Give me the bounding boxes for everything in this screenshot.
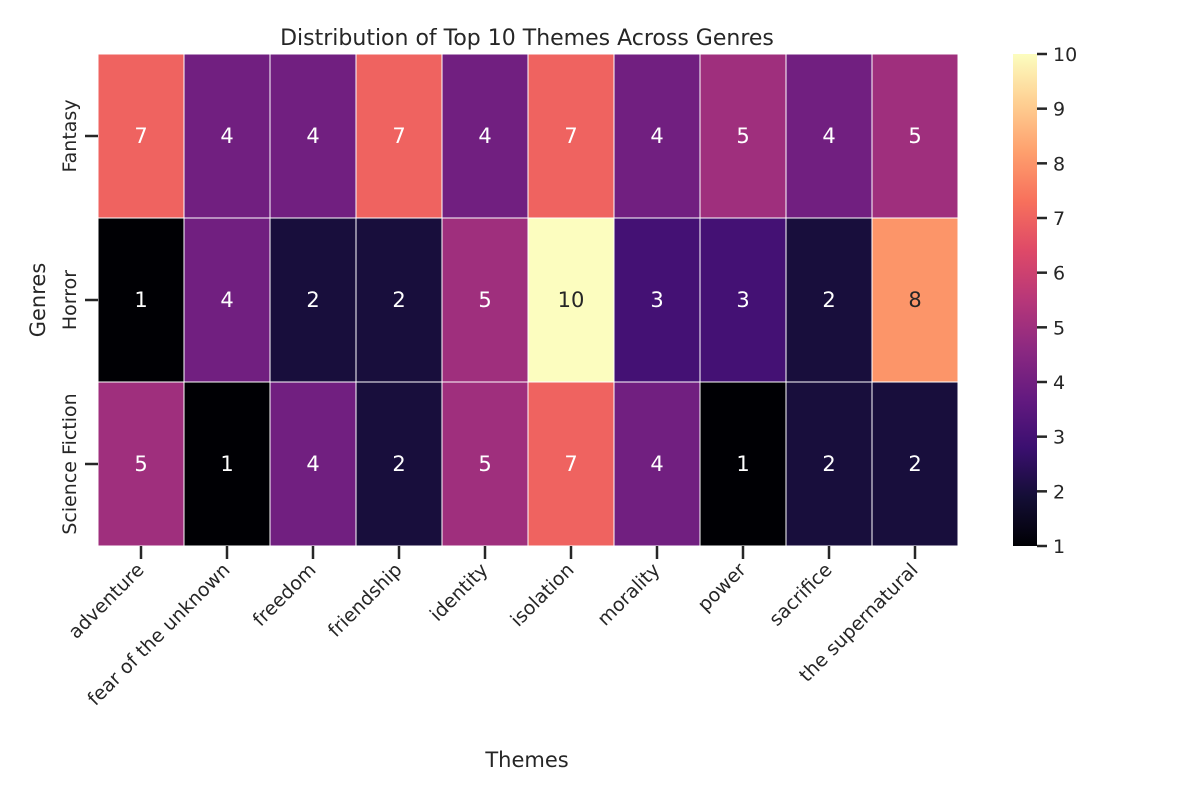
colorbar-tick-label: 7 [1053, 208, 1065, 230]
heatmap-cell [785, 381, 873, 547]
cell-value-label: 10 [558, 288, 585, 312]
heatmap-cell [269, 217, 357, 383]
chart-title: Distribution of Top 10 Themes Across Gen… [280, 26, 774, 51]
colorbar: 1 2 3 4 5 6 7 8 9 10 [1013, 44, 1077, 558]
colorbar-tick-label: 5 [1053, 317, 1065, 339]
heatmap-cell [613, 381, 701, 547]
heatmap-cell [699, 217, 787, 383]
colorbar-tick-label: 3 [1053, 427, 1065, 449]
cell-value-label: 7 [564, 452, 577, 476]
heatmap-cell [269, 53, 357, 219]
colorbar-tick-label: 9 [1053, 99, 1065, 121]
x-tick-label: morality [593, 559, 664, 630]
cell-value-label: 3 [650, 288, 663, 312]
cell-value-label: 3 [736, 288, 749, 312]
cell-value-label: 2 [392, 288, 405, 312]
heatmap-cell [441, 381, 529, 547]
colorbar-tick-label: 1 [1053, 536, 1065, 558]
cell-value-label: 2 [908, 452, 921, 476]
cell-value-label: 1 [220, 452, 233, 476]
cell-value-label: 4 [220, 124, 233, 148]
cell-value-label: 2 [822, 288, 835, 312]
heatmap-cell [183, 53, 271, 219]
cell-value-label: 5 [478, 452, 491, 476]
heatmap-cell [355, 217, 443, 383]
cell-value-label: 1 [736, 452, 749, 476]
cell-value-label: 2 [392, 452, 405, 476]
cell-value-label: 4 [306, 452, 319, 476]
colorbar-tick-label: 2 [1053, 481, 1065, 503]
heatmap-cell [871, 53, 959, 219]
heatmap-cell [871, 381, 959, 547]
x-tick-label: adventure [64, 559, 148, 643]
y-tick-label: Fantasy [59, 99, 81, 172]
cell-value-label: 5 [736, 124, 749, 148]
heatmap-cell [183, 217, 271, 383]
cell-value-label: 1 [134, 288, 147, 312]
x-tick-label: power [693, 559, 750, 616]
cell-value-label: 4 [822, 124, 835, 148]
cell-value-label: 2 [822, 452, 835, 476]
cell-value-label: 4 [650, 452, 663, 476]
y-axis-title: Genres [26, 263, 50, 338]
colorbar-tick-label: 8 [1053, 153, 1065, 175]
heatmap-cell [699, 53, 787, 219]
heatmap-cell [785, 217, 873, 383]
heatmap-cell [441, 217, 529, 383]
heatmap-cell [269, 381, 357, 547]
y-axis: Fantasy Horror Science Fiction [59, 99, 98, 535]
cell-value-label: 2 [306, 288, 319, 312]
x-tick-label: fear of the unknown [83, 559, 234, 710]
heatmap-cells: 7 4 4 7 4 7 4 5 4 5 1 4 2 2 5 10 3 3 2 8 5 1 4 2 5 7 4 1 2 2 [97, 53, 959, 547]
heatmap-cell [97, 381, 185, 547]
cell-value-label: 5 [908, 124, 921, 148]
x-tick-label: isolation [506, 559, 578, 631]
heatmap-cell [97, 53, 185, 219]
colorbar-tick-label: 6 [1053, 263, 1065, 285]
x-axis-title: Themes [484, 748, 568, 772]
heatmap-cell [183, 381, 271, 547]
y-tick-label: Horror [59, 270, 81, 330]
heatmap-cell [613, 217, 701, 383]
cell-value-label: 4 [306, 124, 319, 148]
x-tick-label: freedom [249, 559, 321, 631]
heatmap-cell [527, 217, 615, 383]
cell-value-label: 7 [564, 124, 577, 148]
colorbar-tick-label: 4 [1053, 372, 1065, 394]
cell-value-label: 8 [908, 288, 921, 312]
heatmap-cell [871, 217, 959, 383]
cell-value-label: 5 [478, 288, 491, 312]
colorbar-tick-label: 10 [1053, 44, 1077, 66]
cell-value-label: 7 [134, 124, 147, 148]
y-tick-label: Science Fiction [59, 393, 81, 534]
x-tick-label: sacrifice [765, 559, 837, 631]
heatmap-cell [699, 381, 787, 547]
heatmap-cell [441, 53, 529, 219]
heatmap-cell [527, 53, 615, 219]
heatmap-cell [355, 53, 443, 219]
cell-value-label: 5 [134, 452, 147, 476]
x-tick-label: identity [426, 559, 493, 626]
colorbar-gradient [1013, 54, 1037, 546]
cell-value-label: 4 [650, 124, 663, 148]
cell-value-label: 4 [478, 124, 491, 148]
cell-value-label: 7 [392, 124, 405, 148]
x-tick-label: friendship [324, 559, 407, 642]
cell-value-label: 4 [220, 288, 233, 312]
